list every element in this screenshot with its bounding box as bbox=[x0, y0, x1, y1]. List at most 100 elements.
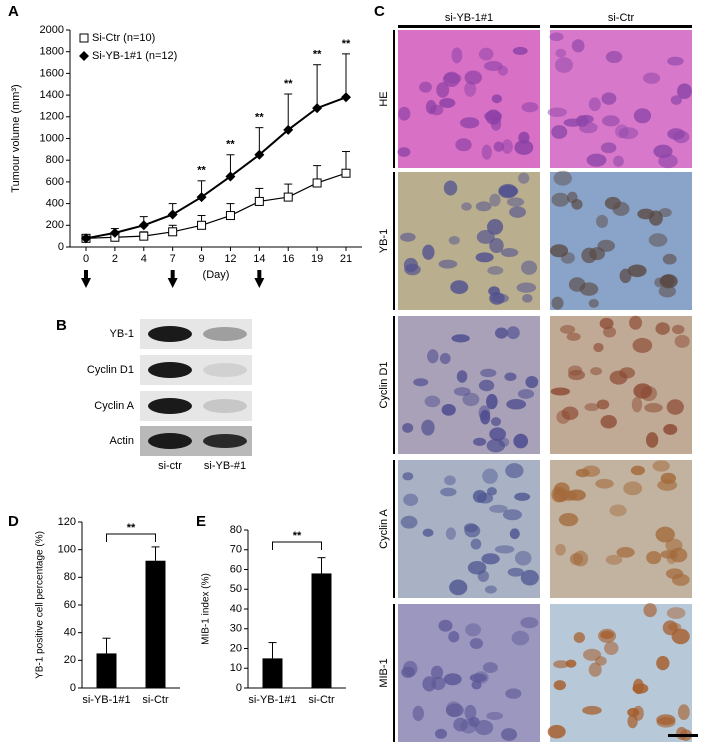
nucleus bbox=[513, 433, 529, 449]
nucleus bbox=[671, 628, 690, 645]
nucleus bbox=[441, 403, 456, 416]
nucleus bbox=[443, 180, 458, 196]
x-axis-label: (Day) bbox=[203, 269, 230, 281]
marker bbox=[254, 196, 264, 206]
nucleus bbox=[669, 547, 688, 563]
nucleus bbox=[618, 127, 639, 140]
nucleus bbox=[567, 489, 586, 501]
nucleus bbox=[633, 108, 652, 124]
nucleus bbox=[644, 403, 663, 413]
panel-letter: C bbox=[374, 3, 385, 20]
nucleus bbox=[507, 567, 524, 577]
nucleus bbox=[422, 244, 435, 260]
x-tick-label: 7 bbox=[170, 253, 176, 265]
significance: ** bbox=[284, 78, 293, 90]
nucleus bbox=[655, 526, 675, 543]
nucleus bbox=[494, 545, 515, 554]
marker bbox=[167, 209, 178, 220]
x-tick-label: 2 bbox=[112, 253, 118, 265]
micrograph bbox=[550, 315, 692, 454]
x-tick-label: 14 bbox=[253, 253, 265, 265]
bar bbox=[145, 560, 166, 688]
y-tick-label: 80 bbox=[64, 571, 76, 583]
y-tick-label: 800 bbox=[46, 154, 64, 166]
nucleus bbox=[648, 233, 668, 247]
nucleus bbox=[595, 656, 607, 666]
nucleus bbox=[487, 266, 504, 275]
nucleus bbox=[632, 337, 653, 353]
nucleus bbox=[461, 202, 472, 211]
nucleus bbox=[459, 117, 480, 129]
nucleus bbox=[439, 98, 456, 108]
nucleus bbox=[643, 603, 657, 618]
nucleus bbox=[481, 144, 492, 160]
nucleus bbox=[509, 206, 527, 218]
marker bbox=[81, 233, 91, 244]
nucleus bbox=[551, 296, 564, 310]
x-tick-label: si-YB-1#1 bbox=[82, 694, 130, 706]
nucleus bbox=[469, 673, 487, 683]
nucleus bbox=[589, 247, 605, 261]
nucleus bbox=[627, 707, 640, 717]
nucleus bbox=[404, 263, 421, 276]
marker bbox=[168, 227, 178, 237]
nucleus bbox=[482, 468, 498, 484]
nucleus bbox=[480, 368, 497, 378]
nucleus bbox=[568, 277, 586, 292]
bar bbox=[262, 658, 283, 688]
panel-letter: E bbox=[196, 513, 206, 530]
nucleus bbox=[493, 141, 505, 152]
nucleus bbox=[398, 106, 411, 121]
nucleus bbox=[490, 417, 502, 427]
nucleus bbox=[445, 703, 464, 718]
nucleus bbox=[443, 673, 462, 686]
row-label: MIB-1 bbox=[378, 658, 390, 687]
nucleus bbox=[553, 680, 566, 691]
blot-band bbox=[203, 434, 247, 448]
row-label: Cyclin A bbox=[378, 508, 390, 548]
nucleus bbox=[595, 478, 614, 489]
significance: ** bbox=[342, 38, 351, 50]
nucleus bbox=[567, 191, 578, 204]
nucleus bbox=[482, 662, 498, 673]
nucleus bbox=[464, 524, 481, 538]
nucleus bbox=[593, 342, 604, 353]
nucleus bbox=[666, 399, 684, 415]
nucleus bbox=[451, 47, 463, 64]
nucleus bbox=[566, 332, 581, 341]
y-tick-label: 1800 bbox=[40, 46, 64, 58]
nucleus bbox=[575, 468, 590, 478]
nucleus bbox=[402, 660, 418, 677]
nucleus bbox=[652, 460, 670, 472]
legend-label: Si-Ctr (n=10) bbox=[92, 32, 155, 44]
bar bbox=[96, 653, 117, 688]
blot-lane-label: si-YB-#1 bbox=[204, 460, 246, 472]
nucleus bbox=[511, 630, 530, 646]
nucleus bbox=[553, 660, 570, 669]
marker bbox=[225, 211, 235, 221]
nucleus bbox=[489, 504, 508, 513]
nucleus bbox=[455, 138, 472, 152]
nucleus bbox=[484, 585, 497, 594]
nucleus bbox=[464, 81, 477, 97]
column-header: si-YB-1#1 bbox=[445, 12, 493, 24]
nucleus bbox=[551, 125, 568, 139]
significance: ** bbox=[313, 49, 322, 61]
nucleus bbox=[671, 573, 690, 586]
nucleus bbox=[655, 322, 670, 335]
nucleus bbox=[662, 274, 675, 287]
x-tick-label: 19 bbox=[311, 253, 323, 265]
nucleus bbox=[456, 370, 468, 383]
micrograph-bg bbox=[398, 172, 540, 310]
y-tick-label: 0 bbox=[236, 682, 242, 694]
nucleus bbox=[645, 432, 659, 448]
row-label: Cyclin D1 bbox=[378, 361, 390, 408]
micrograph bbox=[398, 316, 540, 454]
nucleus bbox=[653, 144, 673, 159]
nucleus bbox=[518, 172, 530, 184]
nucleus bbox=[654, 277, 665, 288]
panel-letter: D bbox=[8, 513, 19, 530]
y-tick-label: 600 bbox=[46, 176, 64, 188]
y-tick-label: 60 bbox=[230, 563, 242, 575]
nucleus bbox=[600, 142, 617, 154]
